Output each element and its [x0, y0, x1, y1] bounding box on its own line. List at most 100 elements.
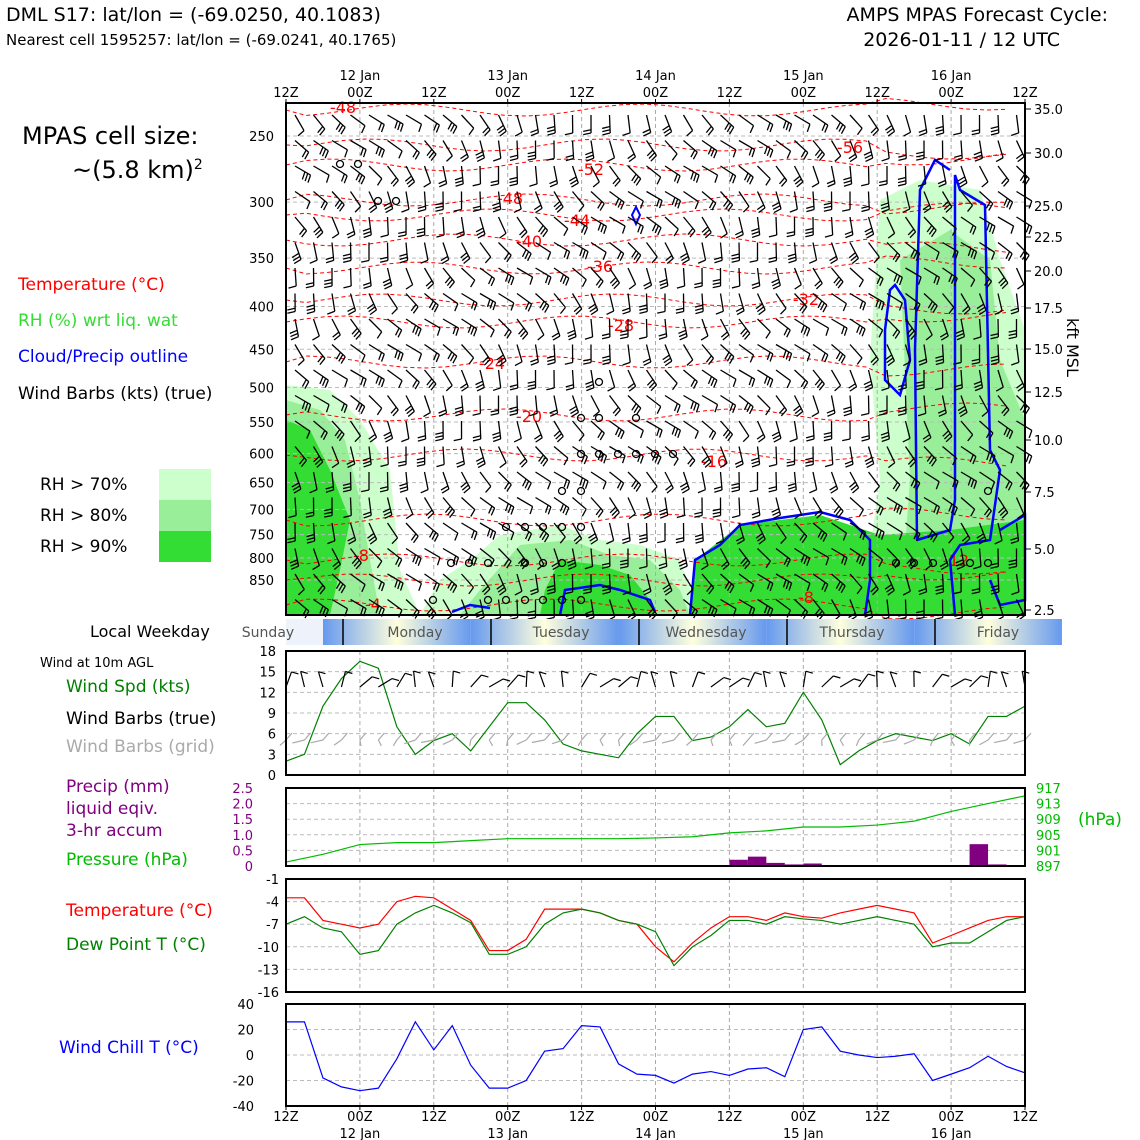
wind-barb-flag	[376, 178, 383, 186]
wind-barb	[793, 267, 802, 290]
wind-barb-staff	[506, 739, 509, 747]
wind-barb-10m	[858, 673, 876, 688]
wind-barb-flag	[622, 591, 631, 596]
wind-barb-flag	[524, 531, 530, 540]
wind-barb-flag	[915, 533, 921, 542]
wind-barb-flag	[788, 486, 797, 490]
wind-spd-label: Wind Spd (kts)	[66, 677, 191, 697]
wind-barb	[553, 471, 571, 489]
wind-barb-flag	[460, 252, 468, 259]
wind-barb-flag	[472, 205, 481, 209]
wind-barb	[401, 191, 410, 213]
wind-barb-flag	[826, 409, 835, 414]
wind-barb	[496, 573, 507, 596]
wind-barb-flag	[460, 481, 468, 488]
wind-barb-flag	[476, 460, 485, 466]
wind-barb-flag	[507, 732, 515, 741]
wind-barb-flag	[680, 485, 689, 491]
wind-barb-flag	[724, 122, 730, 131]
wind-barb-flag	[305, 514, 314, 518]
wind-barb-flag	[694, 511, 703, 515]
wind-barb-flag	[398, 460, 407, 464]
wind-barb	[960, 445, 977, 465]
wind-barb-staff	[590, 548, 594, 567]
wind-barb	[546, 114, 556, 136]
wind-barb-flag	[998, 277, 1005, 284]
wind-barb	[405, 293, 419, 314]
wind-barb-flag	[708, 430, 714, 438]
wind-barb-staff	[858, 673, 869, 688]
wind-barb-flag	[369, 309, 377, 316]
wind-barb-flag	[908, 560, 915, 567]
wind-barb-flag	[878, 530, 882, 539]
wind-barb-flag	[675, 310, 684, 314]
wind-barb-10m	[359, 676, 380, 688]
wind-barb-flag	[751, 460, 760, 465]
wind-barb-flag	[412, 554, 417, 563]
wind-barb-flag	[476, 157, 485, 163]
wind-barb-flag	[361, 584, 366, 593]
wind-barb-flag	[461, 156, 469, 163]
wind-barb-flag	[824, 354, 829, 363]
wind-barb	[720, 114, 735, 135]
wind-barb-flag	[410, 304, 417, 312]
wind-barb-grid	[506, 732, 515, 747]
wind-barb-flag	[361, 354, 366, 363]
wind-barb-flag	[771, 431, 780, 437]
wind-barb-flag	[756, 306, 765, 313]
wind-barb	[553, 191, 564, 213]
wind-barb-flag	[885, 124, 893, 131]
wind-barb-flag	[872, 129, 879, 137]
wind-barb	[405, 343, 423, 362]
wind-barb	[886, 496, 903, 515]
wind-barb-flag	[622, 310, 631, 315]
wind-barb-flag	[703, 458, 710, 466]
wind-barb	[738, 548, 751, 570]
kft-tick-label: 7.5	[1034, 486, 1055, 501]
wind-barb-10m	[507, 674, 526, 688]
wind-barb-flag	[969, 454, 974, 463]
wind-barb-flag	[399, 582, 404, 591]
wind-barb-flag	[788, 582, 793, 591]
wind-barb-staff	[701, 548, 709, 566]
wind-barb-staff	[294, 497, 297, 516]
wind-barb-staff	[802, 671, 807, 688]
wind-barb	[387, 547, 403, 568]
wind-barb-flag	[660, 285, 669, 290]
wind-barb-flag	[935, 132, 944, 136]
wind-barb-flag	[751, 282, 760, 286]
wind-barb-flag	[841, 326, 845, 335]
wind-barb-flag	[289, 329, 298, 335]
wind-barb-staff	[1015, 344, 1020, 363]
weekday-gradient-band	[470, 619, 619, 645]
wind-barb	[527, 369, 537, 391]
wind-barb-flag	[336, 201, 343, 210]
wind-barb	[349, 318, 362, 340]
wind-barb	[380, 216, 389, 238]
wind-barb-staff	[757, 165, 771, 180]
wind-barb-staff	[590, 318, 594, 337]
wind-barb-flag	[319, 146, 324, 155]
wind-barb	[416, 216, 426, 238]
wind-barb	[546, 573, 556, 595]
wind-barb	[860, 395, 870, 416]
wind-barb-staff	[497, 369, 502, 388]
wind-barb-staff	[340, 671, 346, 688]
wind-barb-flag	[436, 463, 445, 468]
wind-barb-flag	[521, 460, 528, 468]
wind-barb	[738, 573, 755, 593]
wind-barb-flag	[430, 383, 437, 391]
wind-barb-flag	[657, 456, 662, 465]
wind-barb-10m	[470, 674, 489, 688]
wind-barb	[646, 394, 662, 415]
wind-barb-staff	[839, 678, 855, 688]
top-date-label: 15 Jan	[783, 69, 824, 84]
wind-barb-flag	[829, 255, 837, 262]
wind-barb-grid	[404, 732, 422, 745]
wind-barb-flag	[438, 179, 447, 185]
wind-barb-flag	[492, 438, 501, 443]
wind-barb-flag	[749, 259, 758, 263]
wind-barb	[678, 318, 688, 341]
wind-barb-staff	[534, 318, 545, 336]
kft-tick-label: 5.0	[1034, 543, 1055, 558]
